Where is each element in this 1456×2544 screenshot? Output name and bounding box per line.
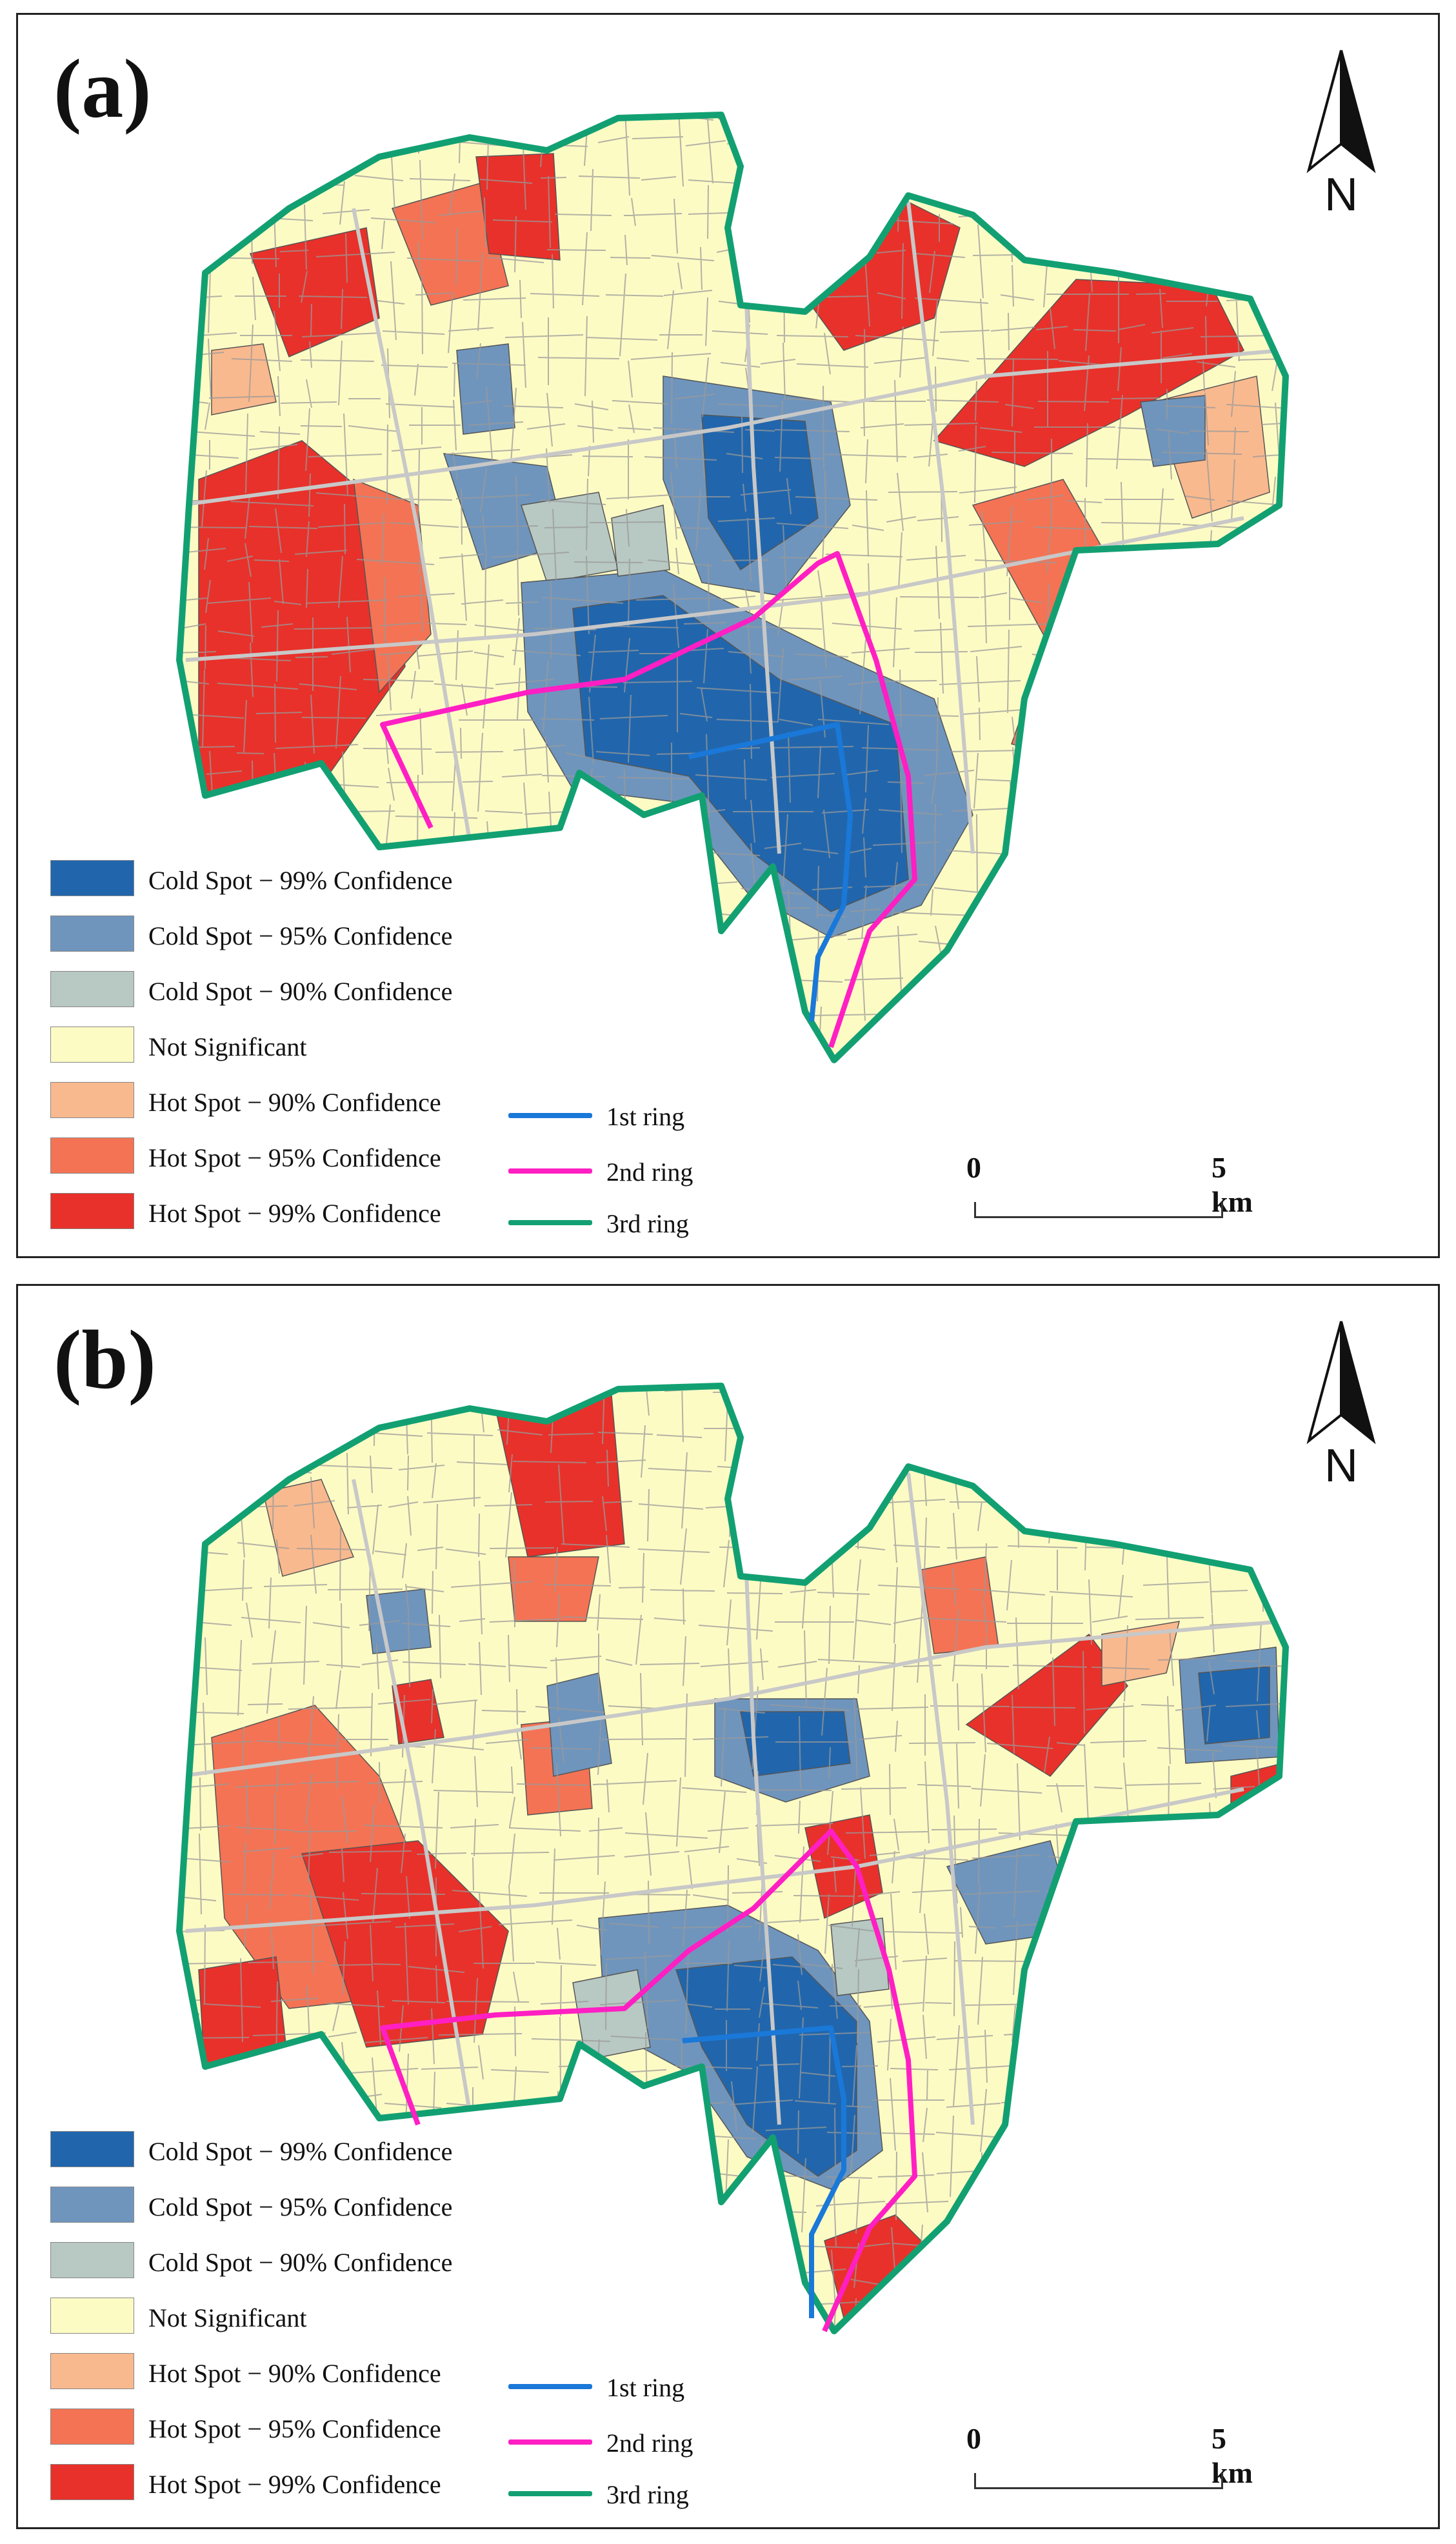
hot-region xyxy=(263,1479,355,1577)
ring-label: 2nd ring xyxy=(606,2429,693,2458)
hot-region xyxy=(353,478,432,694)
scale-bar-line xyxy=(974,1202,1223,1218)
legend-label: Hot Spot − 95% Confidence xyxy=(148,2414,441,2443)
legend-label: Cold Spot − 90% Confidence xyxy=(148,977,453,1006)
ring-label: 3rd ring xyxy=(606,2480,689,2509)
scale-bar: 0 5 km xyxy=(966,2421,1253,2499)
north-arrow-icon xyxy=(1306,1321,1376,1445)
legend-swatch xyxy=(50,1137,134,1174)
hot-region xyxy=(301,1840,509,2048)
legend-label: Hot Spot − 99% Confidence xyxy=(148,1199,441,1228)
ring-line xyxy=(508,2491,592,2496)
scale-end-label: 5 km xyxy=(1212,1151,1253,1218)
map-panel-b: (b) N Cold Spot − 99% Confidence Cold Sp… xyxy=(16,1284,1440,2529)
ring-line xyxy=(508,2384,592,2389)
legend-label: Cold Spot − 99% Confidence xyxy=(148,2137,453,2166)
ring-label: 1st ring xyxy=(606,1102,685,1131)
legend-label: Hot Spot − 90% Confidence xyxy=(148,2359,441,2388)
third-ring-road xyxy=(176,112,1289,1063)
ring-line xyxy=(508,1113,592,1118)
legend-label: Cold Spot − 90% Confidence xyxy=(148,2248,453,2277)
cold-region xyxy=(830,1918,890,1996)
legend-swatch xyxy=(50,916,134,952)
cold-region xyxy=(1198,1666,1270,1745)
legend-swatch xyxy=(50,2464,134,2500)
map-canvas-b xyxy=(176,1383,1289,2334)
first-ring-road xyxy=(688,722,853,1022)
scale-bar: 0 5 km xyxy=(966,1150,1253,1228)
legend-label: Not Significant xyxy=(148,1032,307,1061)
hot-region xyxy=(475,153,561,261)
ring-line xyxy=(508,2439,592,2445)
legend-swatch xyxy=(50,1193,134,1229)
cold-region xyxy=(456,343,515,435)
legend-swatch xyxy=(50,2298,134,2334)
legend-swatch xyxy=(50,2242,134,2278)
legend-swatch xyxy=(50,971,134,1007)
second-ring-road xyxy=(380,1828,917,2332)
hot-region xyxy=(198,1956,290,2080)
second-ring-road xyxy=(380,551,917,1048)
map-canvas-a xyxy=(176,112,1289,1063)
legend-label: Hot Spot − 99% Confidence xyxy=(148,2470,441,2499)
panel-label: (b) xyxy=(54,1314,156,1407)
arterial-roads xyxy=(179,169,1283,854)
legend-swatch xyxy=(50,2409,134,2445)
ring-label: 2nd ring xyxy=(606,1157,693,1187)
scale-start-label: 0 xyxy=(966,2422,981,2455)
scale-bar-line xyxy=(974,2473,1223,2489)
legend-swatch xyxy=(50,1027,134,1063)
legend-label: Not Significant xyxy=(148,2303,307,2332)
legend-label: Cold Spot − 95% Confidence xyxy=(148,921,453,950)
legend-label: Hot Spot − 95% Confidence xyxy=(148,1143,441,1172)
panel-label: (a) xyxy=(54,43,152,135)
north-arrow: N xyxy=(1302,1318,1380,1492)
ring-label: 1st ring xyxy=(606,2373,685,2402)
scale-end-label: 5 km xyxy=(1212,2422,1253,2489)
ring-roads-a xyxy=(176,112,1289,1063)
third-ring-road xyxy=(176,1383,1289,2334)
north-arrow-icon xyxy=(1306,50,1376,174)
legend-swatch xyxy=(50,2187,134,2223)
map-panel-a: (a) N Cold Spot − 99% Confidence Cold Sp… xyxy=(16,13,1440,1258)
legend-label: Hot Spot − 90% Confidence xyxy=(148,1088,441,1117)
cold-region xyxy=(546,1672,612,1777)
north-label: N xyxy=(1324,1440,1358,1492)
legend-label: Cold Spot − 95% Confidence xyxy=(148,2192,453,2221)
ring-roads-b xyxy=(176,1383,1289,2334)
legend-swatch xyxy=(50,860,134,896)
north-arrow: N xyxy=(1302,47,1380,221)
legend-swatch xyxy=(50,2131,134,2167)
hot-region xyxy=(933,279,1244,467)
hot-region xyxy=(508,1556,599,1622)
ring-line xyxy=(508,1220,592,1225)
arterial-roads xyxy=(179,1440,1283,2125)
legend-swatch xyxy=(50,1082,134,1118)
ring-line xyxy=(508,1168,592,1174)
cold-region xyxy=(611,505,670,577)
legend-swatch xyxy=(50,2353,134,2389)
hot-region xyxy=(965,1633,1128,1777)
scale-start-label: 0 xyxy=(966,1151,981,1184)
ring-label: 3rd ring xyxy=(606,1209,689,1238)
first-ring-road xyxy=(682,2025,846,2318)
hot-region xyxy=(1101,1621,1181,1687)
legend-label: Cold Spot − 99% Confidence xyxy=(148,866,453,895)
north-label: N xyxy=(1324,169,1358,221)
cold-region xyxy=(572,595,909,912)
